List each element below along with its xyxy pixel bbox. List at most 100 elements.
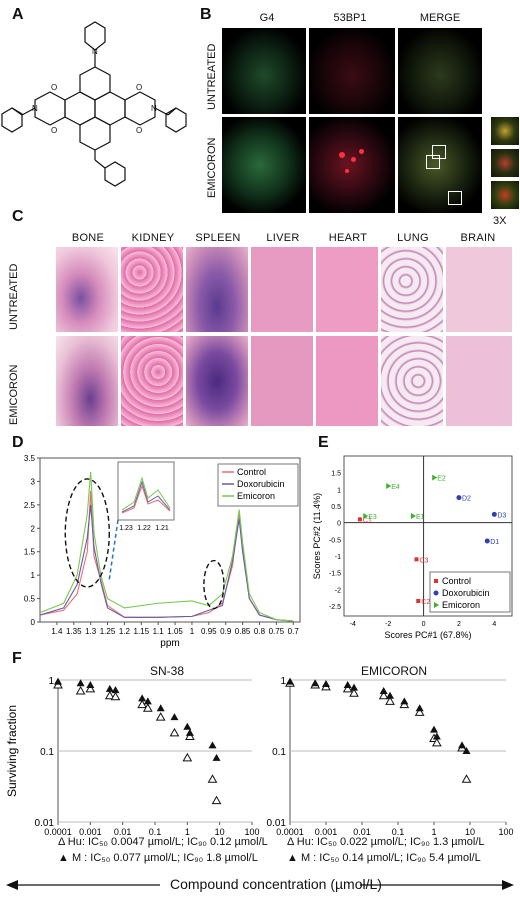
point-m xyxy=(138,694,147,702)
micro-emicoron-g4 xyxy=(222,117,306,213)
point-e3 xyxy=(363,513,369,519)
row-header-untreated: UNTREATED xyxy=(206,43,218,110)
panel-label-e: E xyxy=(318,434,329,451)
y-tick-label: 1 xyxy=(31,571,36,580)
point-m xyxy=(54,677,62,685)
y-tick-label: 0.01 xyxy=(267,818,287,829)
x-tick-label: 0.1 xyxy=(149,827,162,837)
x-tick-label: 0.01 xyxy=(114,827,132,837)
x-tick-label: 1.2 xyxy=(119,627,131,636)
point-hu xyxy=(211,795,222,805)
y-tick-label: 2.5 xyxy=(24,501,36,510)
point-hu xyxy=(342,683,353,693)
col-header-merge: MERGE xyxy=(419,12,461,24)
y-tick-label: 0.5 xyxy=(331,504,341,511)
x-tick-label: 1 xyxy=(431,827,436,837)
micro-untreated-53bp1 xyxy=(309,28,395,114)
histo-emicoron-lung xyxy=(381,336,443,426)
point-label-d1: D1 xyxy=(490,539,499,546)
micro-untreated-merge xyxy=(398,28,482,114)
spectrum-line-emicoron xyxy=(39,472,294,622)
y-tick-label: 0.1 xyxy=(40,747,54,758)
point-c2 xyxy=(416,599,421,603)
point-e1 xyxy=(410,513,416,519)
y-tick-label: -2.5 xyxy=(329,604,341,611)
x-tick-label: 0.95 xyxy=(201,627,217,636)
point-hu xyxy=(75,685,86,695)
emicoron-survival-chart: 0.01 0.1 1 0.0001 0.001 0.01 0.1 1 10 100 xyxy=(267,676,514,837)
svg-text:O: O xyxy=(51,83,57,92)
x-tick-label: 1.3 xyxy=(85,627,97,636)
panel-label-a: A xyxy=(12,6,24,23)
tissue-header-spleen: SPLEEN xyxy=(195,232,241,244)
point-label-e1: E1 xyxy=(416,514,425,521)
point-label-e3: E3 xyxy=(368,514,377,521)
y-tick-label: -2 xyxy=(335,587,341,594)
y-tick-label: 0 xyxy=(337,521,341,528)
legend-box xyxy=(217,463,299,507)
f-left-title: SN-38 xyxy=(150,664,185,678)
nmr-spectrum-chart: 0 0.5 1 1.5 2 2.5 3 3.5 1.4 1.35 1.3 1.25 1.2 1.15 1.1… xyxy=(24,454,301,648)
inset-line-control xyxy=(121,484,171,514)
point-label-e4: E4 xyxy=(391,484,400,491)
point-m xyxy=(430,725,438,733)
point-hu xyxy=(349,688,359,697)
legend-label-doxorubicin: Doxorubicin xyxy=(442,588,490,598)
x-tick-label: 2 xyxy=(457,621,461,628)
inset-line-emicoron xyxy=(121,476,171,511)
point-c3 xyxy=(414,557,419,562)
legend-label-doxorubicin: Doxorubicin xyxy=(237,479,285,489)
x-tick-label: 0 xyxy=(422,621,426,628)
x-tick-label: 1.25 xyxy=(100,627,116,636)
point-m xyxy=(379,686,388,694)
point-hu xyxy=(378,690,389,700)
x-tick-label: -4 xyxy=(350,621,356,628)
histo-emicoron-heart xyxy=(316,336,378,426)
tissue-header-brain: BRAIN xyxy=(460,232,496,244)
x-tick-label: 1.1 xyxy=(153,627,165,636)
inset-tick-label: 1.22 xyxy=(137,525,151,532)
point-m xyxy=(286,677,294,685)
svg-text:N: N xyxy=(32,104,38,113)
point-m xyxy=(400,697,409,705)
micro-emicoron-merge xyxy=(398,117,482,213)
legend-label-control: Control xyxy=(237,467,266,477)
svg-text:O: O xyxy=(136,126,142,135)
zoom-label: 3X xyxy=(493,215,507,227)
micro-zoom-2 xyxy=(491,149,519,177)
panel-label-d: D xyxy=(12,434,24,451)
point-m xyxy=(458,741,467,749)
row-header-emicoron: EMICORON xyxy=(206,137,218,199)
tissue-header-heart: HEART xyxy=(328,232,368,244)
point-m xyxy=(343,681,352,689)
plot-frame xyxy=(343,455,513,617)
x-tick-label: 4 xyxy=(492,621,496,628)
tissue-header-bone: BONE xyxy=(71,232,105,244)
point-m xyxy=(462,747,471,754)
point-m xyxy=(143,697,152,705)
point-m xyxy=(86,681,95,689)
x-tick-label: 1.35 xyxy=(66,627,82,636)
point-label-d3: D3 xyxy=(497,512,506,519)
col-header-53bp1: 53BP1 xyxy=(333,12,367,24)
point-hu xyxy=(431,737,442,747)
x-tick-label: 1 xyxy=(190,627,195,636)
legend-label-control: Control xyxy=(442,576,471,586)
point-label-c3: C3 xyxy=(420,557,429,564)
point-label-c1: C1 xyxy=(363,517,372,524)
svg-text:N: N xyxy=(92,47,98,56)
x-tick-label: 0.85 xyxy=(235,627,251,636)
point-m xyxy=(212,753,221,761)
point-hu xyxy=(169,727,180,737)
tissue-header-lung: LUNG xyxy=(397,232,429,244)
point-d2 xyxy=(456,495,462,501)
y-tick-label: 1.5 xyxy=(24,548,36,557)
histo-untreated-heart xyxy=(316,247,378,332)
point-label-e2: E2 xyxy=(437,476,446,483)
histo-emicoron-kidney xyxy=(121,336,183,426)
y-tick-label: 0 xyxy=(31,618,36,627)
point-e4 xyxy=(386,483,392,489)
y-tick-label: 0.5 xyxy=(24,595,36,604)
point-m xyxy=(111,686,120,694)
histo-untreated-liver xyxy=(251,247,313,332)
